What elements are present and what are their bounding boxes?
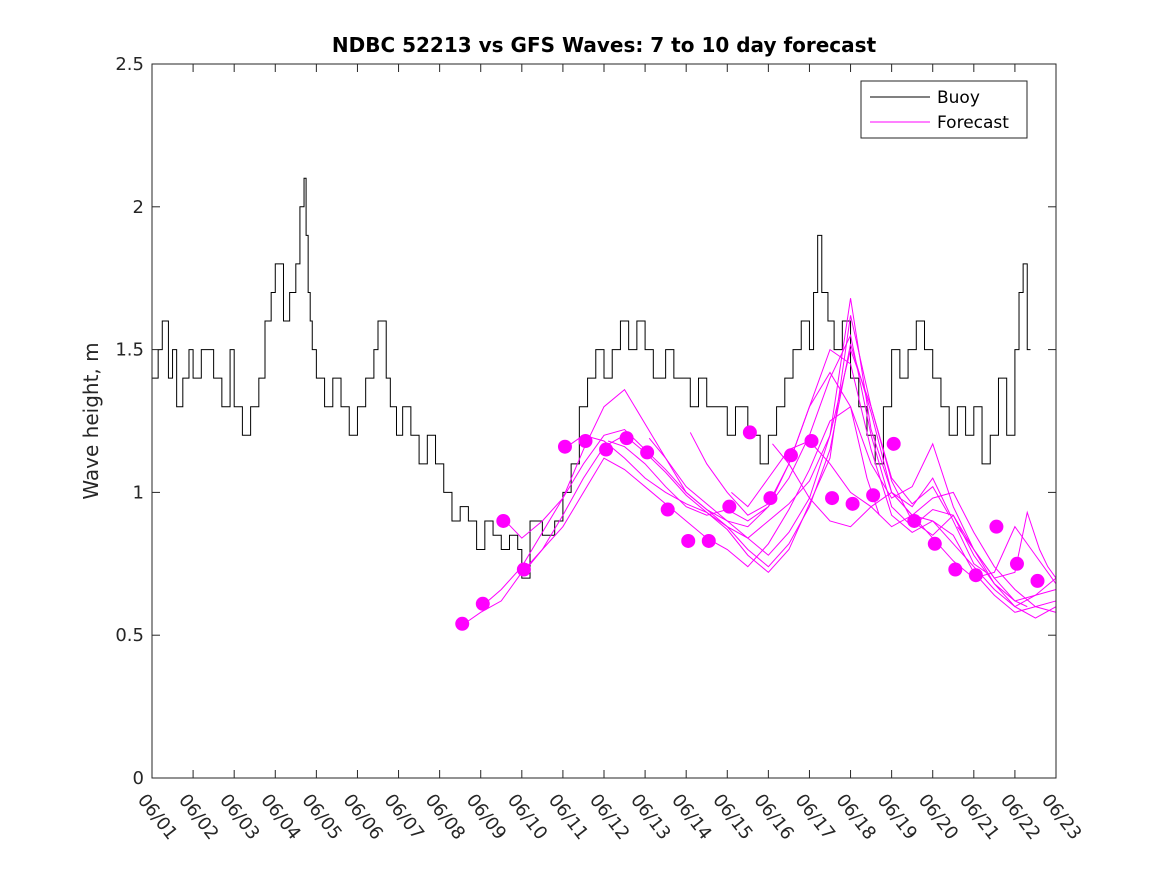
x-tick-label: 06/14 [667, 790, 715, 844]
x-tick-label: 06/05 [297, 790, 345, 844]
x-tick-label: 06/07 [380, 790, 428, 844]
x-tick-label: 06/19 [873, 790, 921, 844]
forecast-marker [599, 442, 614, 457]
y-tick-label: 1 [133, 482, 144, 503]
forecast-marker [660, 502, 675, 517]
x-tick-label: 06/03 [215, 790, 263, 844]
forecast-marker [948, 562, 963, 577]
y-tick-label: 0 [133, 768, 144, 789]
forecast-marker [455, 616, 470, 631]
x-tick-label: 06/02 [174, 790, 222, 844]
x-tick-label: 06/22 [996, 790, 1044, 844]
x-tick-label: 06/18 [832, 790, 880, 844]
forecast-marker [886, 436, 901, 451]
y-tick-label: 2 [133, 197, 144, 218]
x-tick-label: 06/04 [256, 790, 304, 844]
forecast-run-line [566, 298, 1057, 613]
forecast-marker [475, 596, 490, 611]
y-tick-label: 2.5 [115, 54, 144, 75]
forecast-marker [742, 425, 757, 440]
x-tick-label: 06/12 [585, 790, 633, 844]
y-axis-label: Wave height, m [79, 342, 103, 499]
forecast-marker [496, 513, 511, 528]
forecast-marker [1009, 556, 1024, 571]
legend: Buoy Forecast [860, 80, 1028, 139]
x-tick-label: 06/23 [1037, 790, 1085, 844]
forecast-marker [825, 491, 840, 506]
forecast-marker [722, 499, 737, 514]
forecast-marker [783, 448, 798, 463]
forecast-marker [1030, 573, 1045, 588]
forecast-marker [640, 445, 655, 460]
x-tick-label: 06/10 [503, 790, 551, 844]
forecast-marker [845, 496, 860, 511]
forecast-marker [619, 431, 634, 446]
legend-forecast-label: Forecast [937, 113, 1009, 133]
chart-title: NDBC 52213 vs GFS Waves: 7 to 10 day for… [332, 33, 877, 57]
forecast-run-line [607, 333, 1057, 619]
x-tick-label: 06/01 [133, 790, 181, 844]
marker-layer [455, 425, 1045, 631]
forecast-marker [701, 533, 716, 548]
x-tick-label: 06/20 [914, 790, 962, 844]
x-tick-label: 06/08 [421, 790, 469, 844]
forecast-marker [804, 433, 819, 448]
x-tick-label: 06/13 [626, 790, 674, 844]
forecast-marker [907, 513, 922, 528]
y-tick-label: 1.5 [115, 340, 144, 361]
series-layer [152, 177, 1057, 625]
forecast-marker [968, 568, 983, 583]
x-tick-label: 06/15 [708, 790, 756, 844]
y-tick-label: 0.5 [115, 625, 144, 646]
forecast-marker [989, 519, 1004, 534]
forecast-marker [557, 439, 572, 454]
forecast-marker [866, 488, 881, 503]
forecast-marker [763, 491, 778, 506]
forecast-run-line [731, 440, 1057, 608]
x-tick-label: 06/21 [955, 790, 1003, 844]
forecast-marker [578, 433, 593, 448]
forecast-run-line [464, 405, 880, 625]
forecast-marker [927, 536, 942, 551]
x-tick-label: 06/09 [462, 790, 510, 844]
legend-box [860, 80, 1028, 139]
x-tick-label: 06/11 [544, 790, 592, 844]
x-tick-label: 06/06 [339, 790, 387, 844]
forecast-marker [516, 562, 531, 577]
x-tick-label: 06/17 [791, 790, 839, 844]
forecast-marker [681, 533, 696, 548]
forecast-run-line [505, 343, 987, 573]
legend-buoy-label: Buoy [937, 88, 980, 108]
forecast-run-line [648, 348, 1057, 613]
forecast-run-line [956, 510, 1057, 579]
plot-area [152, 64, 1056, 778]
x-tick-label: 06/16 [749, 790, 797, 844]
